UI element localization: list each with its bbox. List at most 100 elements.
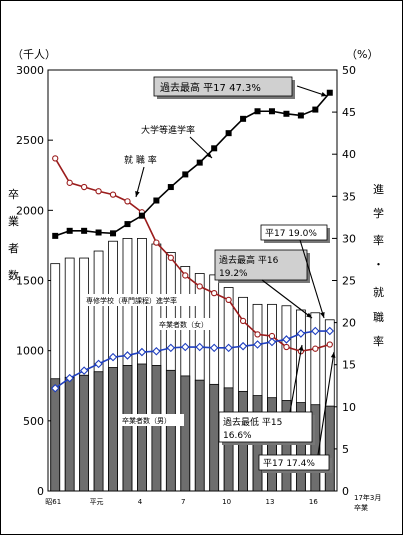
university-rate-point [326,89,333,96]
employment-rate-point [80,183,88,191]
university-rate-point [95,229,102,236]
employment-rate-point [124,198,131,205]
right-axis-title-char: 学 [373,206,384,220]
university-rate-point [254,108,261,115]
emp-2005-text: 平17 17.4% [263,458,315,469]
right-axis-title-char: 率 [373,233,384,247]
male-label-bg [118,414,184,426]
left-axis-title-char: 卒 [8,187,19,201]
emp-label-arrow-head [135,191,140,197]
bar-male [108,367,118,492]
bar-male [324,405,335,492]
bar-male [79,374,90,492]
university-rate-point [66,227,73,234]
vocational-rate-point [209,343,219,353]
right-tick-label: 25 [342,275,356,288]
vocational-rate-point [311,326,320,336]
bar-male [122,365,133,492]
left-tick-label: 2500 [16,134,44,147]
vocational-rate-point [123,351,132,360]
x-tick-label: 昭61 [45,498,61,506]
right-tick-label: 10 [342,401,356,414]
emp-2005-arrow [317,351,335,456]
employment-rate-point [254,331,261,338]
right-tick-label: 45 [342,106,356,119]
x-tick-label-last: 17年3月 [354,493,381,502]
vocational-label: 専修学校（専門課程）進学率 [86,296,177,305]
employment-rate-point [211,289,218,297]
vocational-rate-point [253,340,262,349]
left-tick-label: 1500 [16,275,44,288]
emp-low-text-2: 16.6% [223,431,252,441]
employment-rate-point [196,283,203,290]
vocational-rate-point [50,383,60,393]
university-rate-point [225,130,232,137]
vocational-rate-point [137,347,147,357]
university-rate-point [196,159,203,166]
bar-male [295,402,306,492]
university-rate-point [81,227,88,234]
right-tick-label: 0 [342,485,349,498]
bar-male [165,369,176,492]
employment-rate-point [95,188,102,195]
left-axis-title-char: 業 [8,215,19,228]
employment-rate-point [283,343,290,351]
left-tick-label: 2000 [16,204,44,217]
x-tick-label: 平元 [90,498,104,506]
left-axis-title-char: 者 [8,242,19,255]
vocational-rate-point [108,352,118,362]
employment-rate-point [312,345,319,352]
male-label: 卒業者数（男） [122,416,171,425]
voc-peak-arrow-head [306,312,312,318]
vocational-rate-point [195,342,205,352]
vocational-rate-point [282,335,291,344]
employment-rate-point [182,272,189,279]
bar-male [93,371,104,492]
x-tick-label: 7 [181,498,185,506]
vocational-rate-point [166,343,176,353]
vocational-rate-point [267,337,277,347]
university-rate-point [283,110,290,117]
university-rate-point [297,112,304,119]
university-rate-point [167,184,174,191]
left-tick-label: 0 [37,485,44,498]
bar-male [194,379,205,492]
university-rate-point [124,221,131,228]
employment-rate-point [66,179,73,186]
university-rate-point [153,197,160,204]
right-axis-unit: （%） [346,48,378,61]
employment-rate-point [52,155,59,162]
right-tick-label: 35 [342,190,356,203]
emp-2005-box [258,454,330,471]
bar-male [50,378,61,492]
emp-low-text-1: 過去最低 平15 [223,416,282,428]
left-tick-label: 3000 [16,64,44,77]
voc-2005-text: 平17 19.0% [265,228,317,239]
female-label-bg [156,318,218,330]
x-tick-label: 16 [309,498,318,506]
right-axis-title-char: ・ [373,258,384,271]
bar-male [281,400,292,492]
vocational-rate-point [65,373,74,383]
emp-low-box [218,411,313,443]
peak-univ-text: 過去最高 平17 47.3% [160,81,261,94]
employment-rate-point [153,239,160,246]
female-label: 卒業者数（女） [159,320,208,329]
employment-rate-point [239,317,247,325]
voc-2005-box [260,224,328,241]
left-tick-label: 500 [23,415,44,428]
university-rate-point [240,115,247,122]
vocational-rate-point [152,346,161,356]
voc-peak-box [214,249,308,281]
vocational-rate-point [224,343,233,353]
x-tick-label: 13 [266,498,275,506]
voc-peak-text-2: 19.2% [219,269,248,279]
university-rate-point [211,145,218,152]
vocational-rate-point [325,326,335,336]
right-tick-label: 5 [342,443,349,456]
emp-label: 就 職 率 [124,154,157,166]
vocational-rate-point [296,329,306,338]
emp-low-arrow-head [298,345,304,351]
right-axis-title-char: 率 [373,334,384,348]
peak-univ-box [153,76,293,97]
